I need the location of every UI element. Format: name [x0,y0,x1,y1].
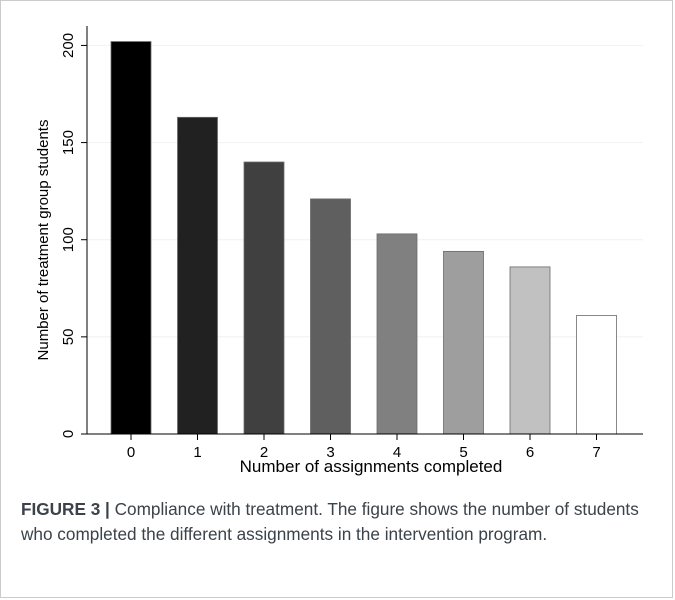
bar-2 [243,161,285,435]
bar-3 [310,198,351,435]
y-tick-label: 100 [60,227,77,252]
gridlines [87,44,643,338]
bar-0 [110,41,152,435]
bar-6 [509,266,551,435]
x-tick-label: 0 [127,444,135,461]
figure-label: FIGURE 3 | [21,499,110,519]
bar-7 [576,315,617,435]
y-tick-label: 200 [60,33,77,58]
y-axis-label: Number of treatment group students [35,120,52,361]
x-tick-label: 2 [260,444,268,461]
x-tick-label: 3 [326,444,334,461]
figure-caption: FIGURE 3 | Compliance with treatment. Th… [21,497,661,547]
y-tick-label: 0 [60,430,77,438]
x-tick-label: 4 [393,444,401,461]
bar-4 [376,233,418,435]
x-ticks: 0 1 2 3 4 5 6 7 [127,434,601,461]
y-ticks: 0 50 100 150 200 [60,33,87,438]
y-tick-label: 150 [60,130,77,155]
x-tick-label: 5 [459,444,467,461]
y-tick-label: 50 [60,329,77,346]
bar-5 [443,250,484,435]
bars [110,41,617,435]
caption-text: Compliance with treatment. The figure sh… [21,499,639,544]
bar-chart: 0 50 100 150 200 0 1 2 3 4 5 6 7 Number of assignme… [35,26,643,476]
x-axis-label: Number of assignments completed [240,457,503,476]
x-tick-label: 7 [592,444,600,461]
x-tick-label: 1 [193,444,201,461]
x-tick-label: 6 [526,444,534,461]
bar-1 [177,116,218,435]
